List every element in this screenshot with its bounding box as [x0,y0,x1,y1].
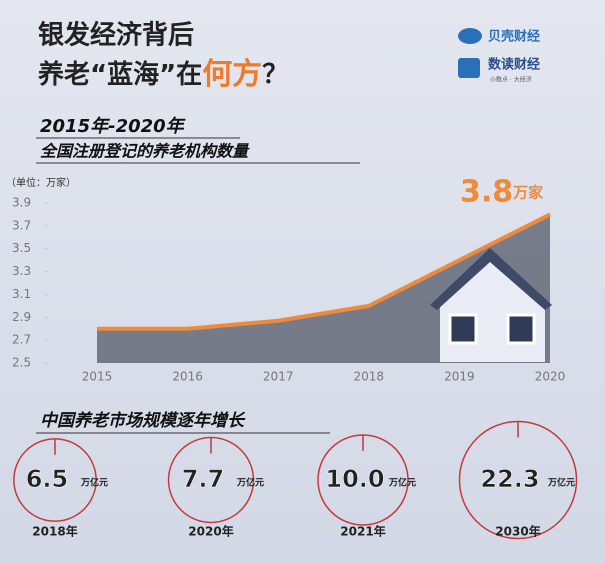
x-tick-label: 2018 [354,370,385,384]
logo-icon [458,58,480,78]
logo-text: 数读财经 [488,57,540,73]
house-window [448,313,478,345]
y-tick-label: 3.1 [12,287,31,301]
unit-label: 万亿元 [547,477,575,489]
value-label: 6.5 [26,465,69,493]
chart-subtitle: 全国注册登记的养老机构数量 [40,142,250,161]
y-tick-label: 2.7 [12,333,31,347]
logo-tagline: 小数点 · 大经济 [490,76,532,84]
x-tick-label: 2019 [444,370,475,384]
x-tick-label: 2015 [82,370,113,384]
title-part: 养老“蓝海”在 [37,59,202,90]
line [97,212,551,331]
value-label: 7.7 [182,465,225,493]
logo-text: 贝壳财经 [488,29,540,45]
y-tick-label: 2.5 [12,356,31,370]
y-tick-label: 2.9 [12,310,31,324]
value-label: 10.0 [325,465,384,493]
unit-label: 万亿元 [388,477,416,489]
house-roof [430,248,552,310]
x-tick-label: 2020 [535,370,566,384]
x-tick-label: 2018年 [32,524,77,539]
y-tick-label: 3.9 [12,196,31,210]
chart-title: 中国养老市场规模逐年增长 [40,411,246,431]
house-illustration [430,248,552,362]
title-line: 银发经济背后 [38,20,194,51]
y-tick-label: 3.5 [12,241,31,255]
y-tick-label: 3.7 [12,218,31,232]
area [97,214,550,363]
value-label-unit: 万家 [512,183,543,201]
y-tick-label: 3.3 [12,264,31,278]
x-tick-label: 2021年 [340,524,385,539]
value-label: 3.8万家 [460,174,543,209]
unit-label: 万亿元 [80,477,108,489]
logo-icon [458,28,482,44]
house-window [506,313,536,345]
unit-label: 万亿元 [236,477,264,489]
title-highlight: 何方 [202,57,262,92]
value-label: 22.3 [480,465,539,493]
unit-label: （单位：万家） [6,176,76,189]
x-tick-label: 2030年 [495,524,540,539]
title-line: 养老“蓝海”在何方？ [37,57,288,92]
x-tick-label: 2020年 [188,524,233,539]
chart-title: 2015年-2020年 [40,116,187,137]
title-part: ？ [262,60,288,90]
x-tick-label: 2017 [263,370,294,384]
x-tick-label: 2016 [172,370,203,384]
value-label-number: 3.8 [460,174,513,209]
